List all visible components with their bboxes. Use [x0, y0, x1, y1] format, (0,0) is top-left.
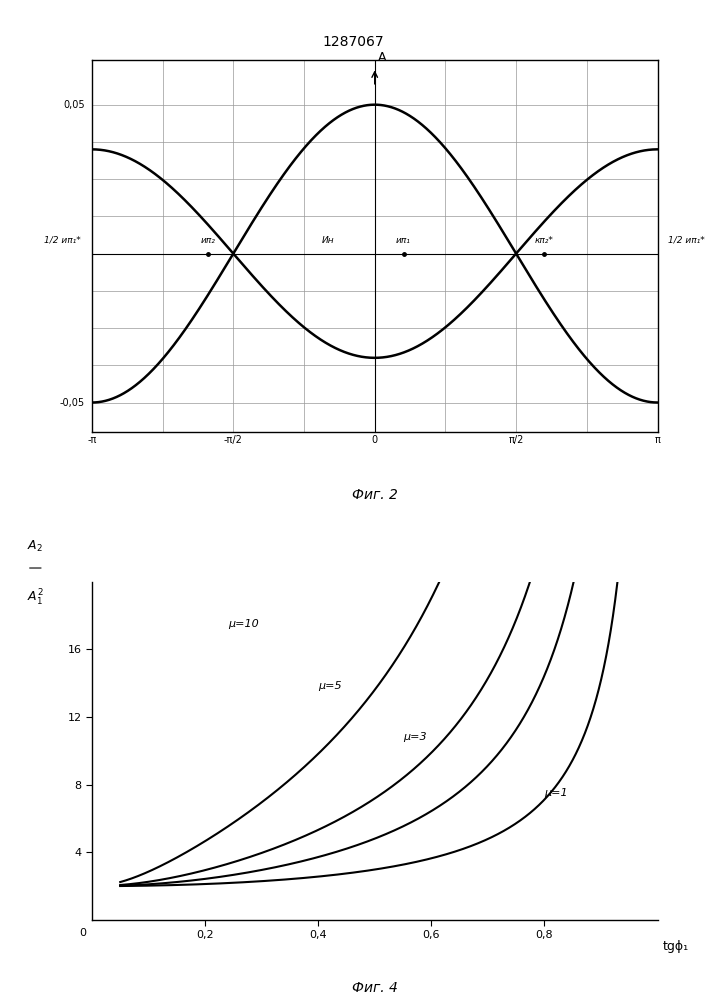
- Text: μ=3: μ=3: [403, 732, 426, 742]
- Text: tgϕ₁: tgϕ₁: [663, 940, 689, 953]
- Text: Фиг. 2: Фиг. 2: [352, 488, 397, 502]
- Text: μ=10: μ=10: [228, 619, 258, 629]
- Text: 0,05: 0,05: [63, 100, 85, 110]
- Text: μ=1: μ=1: [544, 788, 568, 798]
- Text: Фиг. 4: Фиг. 4: [352, 981, 397, 995]
- Text: Ин: Ин: [322, 236, 334, 245]
- Text: иπ₁: иπ₁: [396, 236, 411, 245]
- Text: 0: 0: [372, 435, 378, 445]
- Text: кπ₂*: кπ₂*: [534, 236, 554, 245]
- Text: 1/2 иπ₁*: 1/2 иπ₁*: [668, 236, 705, 245]
- Text: 1287067: 1287067: [322, 35, 385, 49]
- Text: 0: 0: [79, 928, 86, 938]
- Text: -π: -π: [87, 435, 97, 445]
- Text: π/2: π/2: [508, 435, 524, 445]
- Text: -π/2: -π/2: [224, 435, 243, 445]
- Text: иπ₂: иπ₂: [201, 236, 216, 245]
- Text: -0,05: -0,05: [59, 398, 85, 408]
- Text: μ=5: μ=5: [318, 681, 341, 691]
- Text: $A_2$: $A_2$: [28, 539, 43, 554]
- Text: A: A: [378, 51, 386, 64]
- Text: π: π: [655, 435, 660, 445]
- Text: $A_1^2$: $A_1^2$: [27, 588, 44, 608]
- Text: 1/2 иπ₁*: 1/2 иπ₁*: [45, 236, 81, 245]
